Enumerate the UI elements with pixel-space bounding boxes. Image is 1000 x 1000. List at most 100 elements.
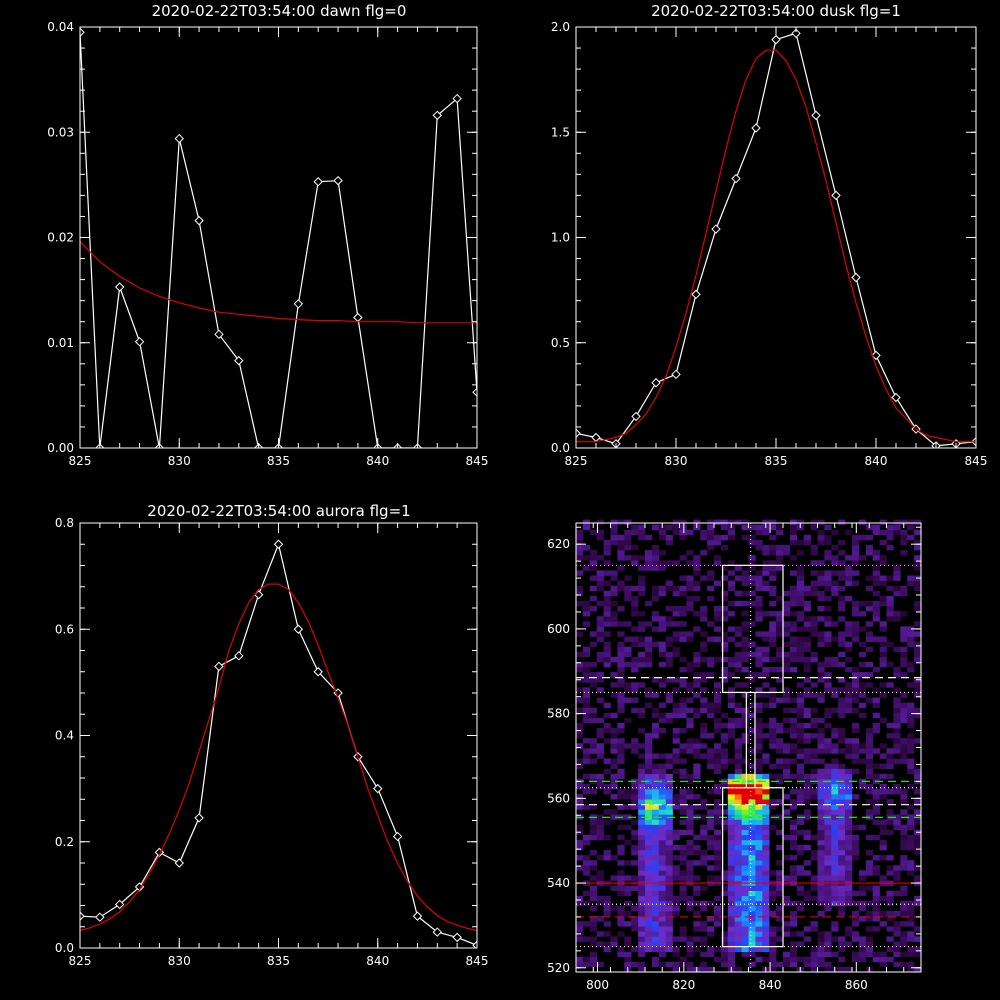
image-pixel xyxy=(831,839,839,846)
image-pixel xyxy=(624,539,632,546)
aurora-data-point xyxy=(373,783,383,794)
image-pixel xyxy=(776,911,784,917)
image-pixel xyxy=(727,961,735,968)
image-pixel xyxy=(789,529,798,536)
image-pixel xyxy=(727,728,735,734)
image-pixel xyxy=(817,844,825,851)
image-pixel xyxy=(582,738,591,744)
image-pixel xyxy=(838,631,846,637)
image-pixel xyxy=(783,834,791,841)
image-pixel xyxy=(893,814,901,820)
image-pixel xyxy=(755,875,763,881)
image-pixel xyxy=(886,661,894,668)
image-pixel xyxy=(865,631,873,637)
image-pixel xyxy=(741,789,749,795)
image-pixel xyxy=(665,961,673,968)
image-pixel xyxy=(576,855,584,861)
image-pixel xyxy=(886,524,894,531)
image-pixel xyxy=(872,865,880,871)
image-pixel xyxy=(576,545,584,551)
image-pixel xyxy=(651,885,660,891)
image-pixel xyxy=(789,519,798,525)
image-pixel xyxy=(700,550,708,556)
image-pixel xyxy=(714,519,722,525)
image-pixel xyxy=(769,585,777,592)
image-pixel xyxy=(803,626,811,632)
image-pixel xyxy=(914,834,922,841)
aurora-data-point xyxy=(412,911,423,921)
image-pixel xyxy=(741,946,749,952)
image-pixel xyxy=(769,656,777,663)
image-pixel xyxy=(803,667,811,673)
image-pixel xyxy=(845,753,853,759)
image-pixel xyxy=(658,875,666,881)
image-pixel xyxy=(879,875,887,881)
image-pixel xyxy=(645,890,653,897)
image-pixel xyxy=(734,966,742,973)
image-pixel xyxy=(769,590,777,597)
image-pixel xyxy=(900,951,908,958)
image-pixel xyxy=(576,763,584,769)
image-pixel xyxy=(789,900,798,907)
image-pixel xyxy=(865,733,873,739)
image-pixel xyxy=(810,946,818,952)
image-pixel xyxy=(886,946,894,952)
image-pixel xyxy=(789,626,798,632)
image-pixel xyxy=(714,875,722,881)
image-pixel xyxy=(748,580,756,586)
image-pixel xyxy=(686,738,694,744)
image-pixel xyxy=(741,926,749,932)
image-pixel xyxy=(631,697,639,703)
image-pixel xyxy=(638,804,646,810)
image-pixel xyxy=(651,722,660,729)
image-pixel xyxy=(893,875,901,881)
image-pixel xyxy=(700,575,708,581)
image-pixel xyxy=(714,717,722,724)
image-pixel xyxy=(824,961,832,968)
image-pixel xyxy=(803,834,811,841)
image-pixel xyxy=(631,560,639,566)
image-pixel xyxy=(810,885,818,891)
image-pixel xyxy=(651,712,660,719)
image-pixel xyxy=(845,580,853,586)
image-pixel xyxy=(589,682,597,688)
image-pixel xyxy=(734,631,742,637)
image-pixel xyxy=(755,839,763,846)
image-pixel xyxy=(831,809,839,815)
image-pixel xyxy=(796,590,804,597)
image-pixel xyxy=(714,692,722,698)
image-pixel xyxy=(651,524,660,531)
image-pixel xyxy=(817,748,825,754)
image-pixel xyxy=(672,646,680,653)
image-pixel xyxy=(665,819,673,825)
image-pixel xyxy=(796,829,804,836)
image-pixel xyxy=(824,631,832,637)
image-pixel xyxy=(907,575,915,581)
image-pixel xyxy=(589,529,597,536)
image-pixel xyxy=(714,636,722,642)
image-pixel xyxy=(741,794,749,800)
image-pixel xyxy=(665,921,673,927)
image-pixel xyxy=(796,641,804,647)
image-pixel xyxy=(603,911,611,917)
image-pixel xyxy=(789,600,798,607)
image-pixel xyxy=(865,789,873,795)
image-pixel xyxy=(776,936,784,942)
image-pixel xyxy=(645,641,653,647)
background-box xyxy=(722,564,784,694)
image-pixel xyxy=(852,606,860,612)
image-pixel xyxy=(651,905,660,912)
image-pixel xyxy=(900,585,908,592)
image-pixel xyxy=(838,651,846,658)
image-pixel xyxy=(845,870,853,876)
image-pixel xyxy=(582,600,591,607)
image-pixel xyxy=(824,885,832,891)
image-pixel xyxy=(845,667,853,673)
image-pixel xyxy=(748,834,756,841)
image-pixel xyxy=(714,799,722,805)
image-pixel xyxy=(686,722,694,729)
image-pixel xyxy=(686,814,694,820)
image-pixel xyxy=(831,763,839,769)
image-pixel xyxy=(769,550,777,556)
image-pixel xyxy=(596,717,604,724)
